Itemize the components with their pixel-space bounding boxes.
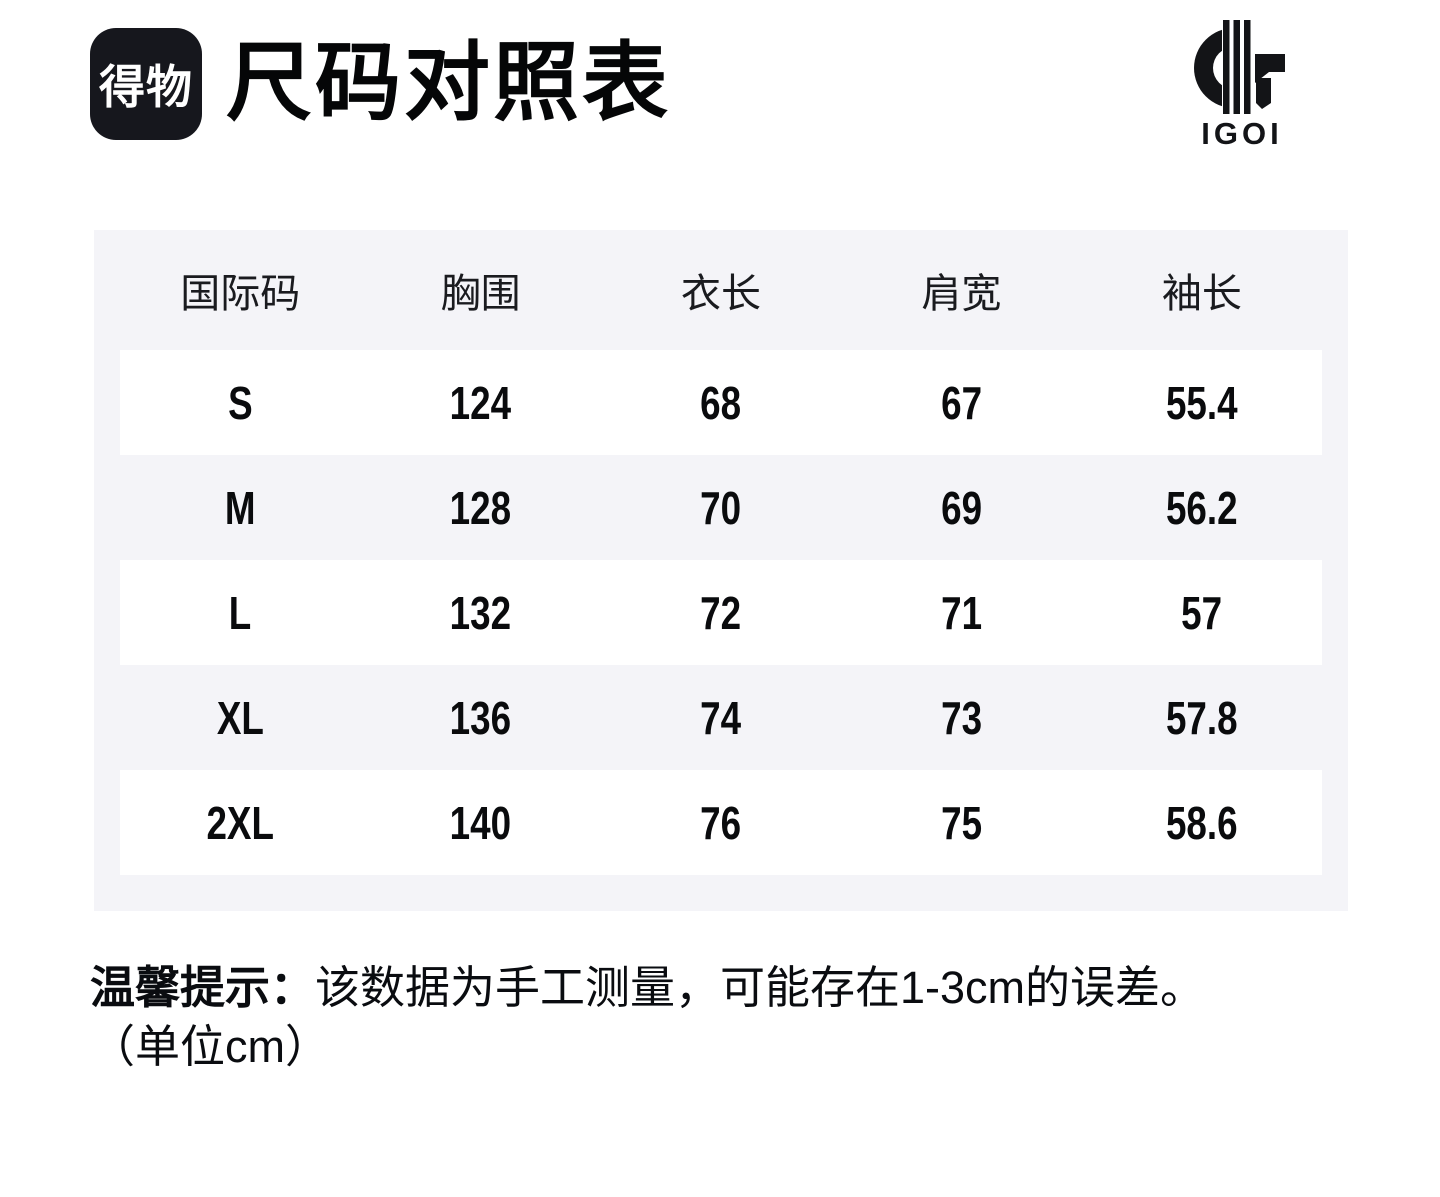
value-cell: 128 [449, 481, 512, 534]
value-cell: 132 [449, 586, 512, 639]
value-cell: 70 [700, 481, 742, 534]
table-row-l: L 132 72 71 57 [120, 560, 1322, 665]
header-cell-chest: 胸围 [440, 272, 521, 316]
note-text: 该数据为手工测量，可能存在1-3cm的误差。 [315, 962, 1206, 1013]
value-cell: 58.6 [1166, 796, 1238, 849]
value-cell: 69 [940, 481, 982, 534]
note-label: 温馨提示： [90, 962, 316, 1013]
dewu-logo: 得物 [90, 28, 202, 140]
value-cell: 57 [1181, 586, 1223, 639]
value-cell: 76 [700, 796, 742, 849]
value-cell: 55.4 [1166, 376, 1238, 429]
value-cell: 67 [940, 376, 982, 429]
igoi-g-logo-icon [1194, 20, 1292, 114]
size-cell: XL [216, 691, 264, 744]
value-cell: 75 [940, 796, 982, 849]
header-cell-shoulder: 肩宽 [921, 272, 1002, 316]
size-table: 国际码 胸围 衣长 肩宽 袖长 S 124 68 67 55.4 M 128 7… [94, 230, 1348, 911]
table-row-2xl: 2XL 140 76 75 58.6 [120, 770, 1322, 875]
size-cell: L [228, 586, 252, 639]
value-cell: 136 [449, 691, 512, 744]
table-row-m: M 128 70 69 56.2 [120, 455, 1322, 560]
header-cell-length: 衣长 [681, 272, 762, 316]
header-cell-size: 国际码 [180, 272, 301, 316]
value-cell: 57.8 [1166, 691, 1238, 744]
size-cell: S [227, 376, 253, 429]
size-cell: M [224, 481, 256, 534]
value-cell: 68 [700, 376, 742, 429]
value-cell: 73 [940, 691, 982, 744]
value-cell: 74 [700, 691, 742, 744]
table-row-xl: XL 136 74 73 57.8 [120, 665, 1322, 770]
size-cell: 2XL [206, 796, 274, 849]
value-cell: 56.2 [1166, 481, 1238, 534]
note-unit-line: （单位cm） [90, 1021, 330, 1073]
value-cell: 72 [700, 586, 742, 639]
table-row-s: S 124 68 67 55.4 [120, 350, 1322, 455]
partner-brand-name: IGOI [1201, 116, 1283, 151]
value-cell: 71 [940, 586, 982, 639]
partner-brand-block: IGOI [1188, 20, 1296, 152]
value-cell: 140 [449, 796, 512, 849]
table-header-row: 国际码 胸围 衣长 肩宽 袖长 [120, 230, 1322, 350]
disclaimer-note: 温馨提示：该数据为手工测量，可能存在1-3cm的误差。 （单位cm） [90, 958, 1385, 1077]
value-cell: 124 [449, 376, 512, 429]
header-cell-sleeve: 袖长 [1161, 272, 1242, 316]
dewu-logo-text: 得物 [99, 61, 193, 113]
page-title: 尺码对照表 [226, 35, 671, 131]
